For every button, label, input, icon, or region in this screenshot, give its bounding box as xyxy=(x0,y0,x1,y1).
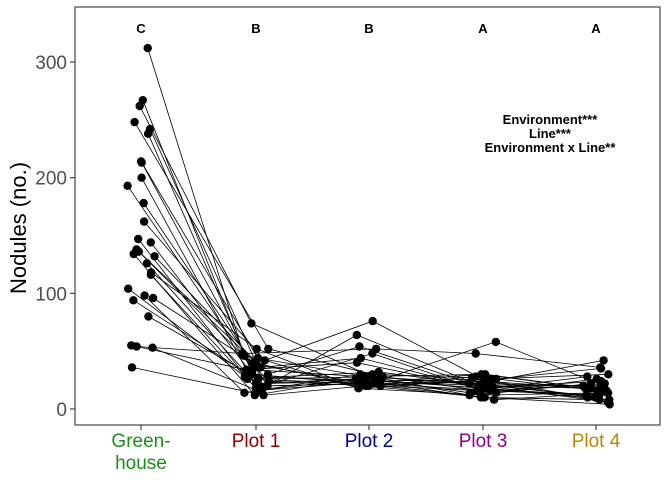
data-point xyxy=(368,316,377,326)
data-point xyxy=(240,372,249,381)
data-point xyxy=(353,379,362,388)
x-category-label: Green-house xyxy=(111,431,170,474)
data-point xyxy=(247,319,256,328)
data-point xyxy=(264,344,273,354)
annotation-environment: Environment*** xyxy=(503,112,599,127)
x-category-label: Plot 4 xyxy=(572,431,621,452)
annotation-line: Line*** xyxy=(529,126,572,141)
series-line xyxy=(137,238,597,396)
significance-letter: B xyxy=(364,21,373,36)
data-point xyxy=(263,370,273,379)
significance-letter: C xyxy=(136,21,146,36)
data-point xyxy=(477,370,486,379)
data-point xyxy=(150,252,159,261)
data-point xyxy=(242,365,251,374)
data-point xyxy=(129,249,138,259)
x-axis-categories: Green-house Plot 1 Plot 2 Plot 3 Plot 4 xyxy=(111,425,621,474)
data-point xyxy=(600,386,610,395)
data-point xyxy=(371,344,381,354)
data-point xyxy=(259,390,268,400)
data-point xyxy=(124,284,133,293)
data-point xyxy=(253,374,263,384)
data-point xyxy=(596,363,605,372)
data-point xyxy=(240,388,249,397)
x-category-label: Plot 3 xyxy=(459,431,508,452)
series-line xyxy=(138,251,598,391)
y-tick-label: 100 xyxy=(35,284,67,305)
data-point xyxy=(465,390,474,400)
data-point xyxy=(253,386,262,395)
data-point xyxy=(578,381,588,391)
data-point xyxy=(140,291,149,300)
data-point xyxy=(238,349,247,358)
data-points xyxy=(123,43,614,409)
data-point xyxy=(146,270,156,279)
data-point xyxy=(249,358,258,367)
y-tick-label: 0 xyxy=(56,400,67,421)
data-point xyxy=(363,372,372,381)
data-point xyxy=(123,181,132,190)
data-point xyxy=(139,198,148,208)
data-point xyxy=(352,358,362,367)
data-point xyxy=(248,365,257,374)
data-point xyxy=(137,173,146,182)
data-point xyxy=(148,293,158,303)
data-point xyxy=(137,158,146,167)
y-axis-title: Nodules (no.) xyxy=(6,162,31,294)
data-point xyxy=(480,393,489,402)
data-point xyxy=(492,388,501,397)
data-point xyxy=(356,370,365,379)
y-axis: 0 100 200 300 xyxy=(35,53,75,421)
x-category-label: Plot 2 xyxy=(345,431,394,452)
data-point xyxy=(143,43,152,53)
data-point xyxy=(132,342,141,351)
data-point xyxy=(605,400,614,409)
significance-letter: A xyxy=(591,21,601,36)
data-point xyxy=(361,381,370,391)
data-point xyxy=(143,129,153,138)
data-point xyxy=(135,101,144,111)
data-point xyxy=(464,379,474,388)
data-point xyxy=(139,217,149,226)
series-line xyxy=(147,47,587,396)
data-point xyxy=(134,234,143,244)
data-point xyxy=(583,372,592,381)
data-point xyxy=(129,296,138,305)
data-point xyxy=(142,259,152,268)
data-point xyxy=(486,377,496,386)
x-category-label: Plot 1 xyxy=(232,431,281,452)
y-tick-label: 200 xyxy=(35,169,67,190)
stats-annotation: Environment*** Line*** Environment x Lin… xyxy=(485,112,617,155)
data-point xyxy=(373,377,382,386)
data-point xyxy=(148,343,157,352)
data-point xyxy=(146,238,155,247)
data-point xyxy=(586,379,596,388)
data-point xyxy=(252,344,261,354)
plot-panel-border xyxy=(74,6,661,426)
data-point xyxy=(127,363,137,372)
annotation-interaction: Environment x Line** xyxy=(485,140,617,155)
y-tick-label: 300 xyxy=(35,53,67,74)
data-point xyxy=(355,342,364,351)
data-point xyxy=(582,390,592,400)
data-point xyxy=(144,312,153,321)
data-point xyxy=(604,370,613,379)
significance-letter: A xyxy=(478,21,488,36)
data-point xyxy=(480,381,489,391)
data-point xyxy=(352,330,361,340)
data-point xyxy=(256,363,265,372)
data-point xyxy=(471,349,480,358)
data-point xyxy=(262,381,271,391)
data-point xyxy=(130,117,139,127)
data-point xyxy=(489,395,499,404)
significance-letter: B xyxy=(251,21,260,36)
data-point xyxy=(260,356,269,365)
data-point xyxy=(599,356,608,365)
connector-lines xyxy=(127,47,610,405)
data-point xyxy=(595,395,604,404)
data-point xyxy=(491,337,500,347)
